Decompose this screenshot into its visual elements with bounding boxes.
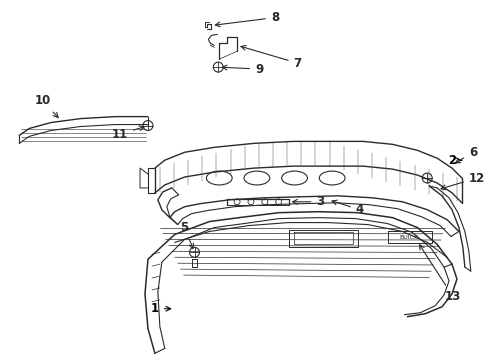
Ellipse shape <box>319 171 345 185</box>
Ellipse shape <box>206 171 232 185</box>
Ellipse shape <box>244 171 269 185</box>
Text: 12: 12 <box>440 171 484 190</box>
Circle shape <box>275 199 281 205</box>
Text: 5: 5 <box>180 221 193 248</box>
Text: 9: 9 <box>222 63 263 76</box>
Text: 10: 10 <box>35 94 58 118</box>
Text: 3: 3 <box>292 195 324 208</box>
Circle shape <box>422 173 431 183</box>
Text: 6: 6 <box>454 146 476 163</box>
Text: 7: 7 <box>241 45 301 69</box>
Circle shape <box>189 247 199 257</box>
Text: 11: 11 <box>112 126 144 141</box>
Text: 2: 2 <box>447 154 461 167</box>
Text: 1: 1 <box>150 302 170 315</box>
Circle shape <box>213 62 223 72</box>
Text: 8: 8 <box>215 11 279 27</box>
Text: 4: 4 <box>331 200 364 216</box>
Circle shape <box>234 199 240 205</box>
Text: 13: 13 <box>419 245 460 303</box>
Circle shape <box>142 121 153 130</box>
Circle shape <box>261 199 267 205</box>
Circle shape <box>247 199 253 205</box>
Ellipse shape <box>281 171 307 185</box>
Text: BUICK: BUICK <box>399 235 418 240</box>
